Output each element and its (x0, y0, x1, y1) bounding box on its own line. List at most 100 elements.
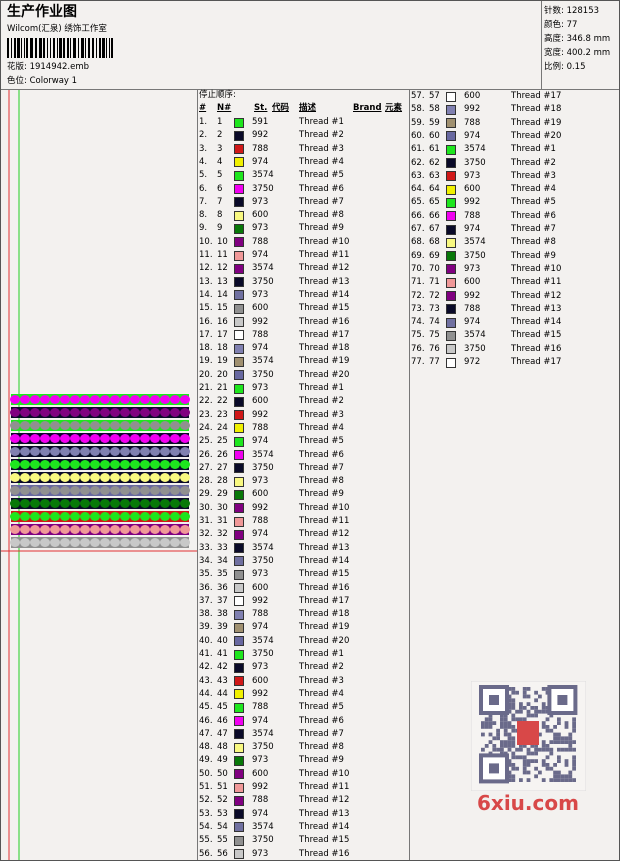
thread-code: 992 (252, 409, 269, 420)
thread-name: Thread #8 (299, 476, 344, 487)
shape (50, 499, 60, 508)
needle-number: 74 (429, 317, 440, 328)
shape (150, 434, 160, 443)
shape (130, 525, 140, 534)
shape (30, 460, 40, 469)
thread-code: 788 (252, 236, 269, 247)
shape (160, 447, 170, 456)
title: 生产作业图 (7, 4, 77, 20)
shape (67, 38, 69, 58)
row-index: 8. (199, 210, 208, 221)
thread-code: 788 (252, 516, 269, 526)
row-index: 50. (199, 768, 213, 779)
needle-number: 56 (217, 848, 228, 859)
shape (180, 512, 190, 521)
color-swatch (234, 383, 244, 394)
shape (40, 512, 50, 521)
shape (526, 694, 531, 699)
shape (150, 499, 160, 508)
row-index: 65. (411, 197, 425, 208)
needle-number: 39 (217, 622, 228, 633)
shape (80, 460, 90, 469)
color-swatch (234, 237, 244, 248)
thread-code: 973 (464, 170, 481, 181)
shape (507, 770, 512, 775)
shape (40, 421, 50, 430)
color-swatch (446, 211, 456, 222)
thread-code: 974 (252, 343, 269, 354)
shape (557, 755, 561, 760)
shape (120, 395, 130, 404)
shape (160, 460, 170, 469)
shape (140, 525, 150, 534)
color-swatch (446, 304, 456, 315)
row-index: 28. (199, 476, 213, 487)
shape (503, 721, 508, 725)
thread-code: 974 (252, 436, 269, 447)
shape (519, 717, 523, 722)
color-swatch (234, 782, 244, 793)
color-swatch (234, 795, 244, 806)
shape (20, 447, 30, 456)
shape (60, 525, 70, 534)
thread-code: 3574 (464, 330, 486, 341)
shape (500, 744, 504, 748)
shape (20, 538, 30, 547)
shape (180, 486, 190, 495)
row-index: 15. (199, 303, 213, 314)
shape (507, 709, 512, 714)
color-swatch (446, 344, 456, 355)
needle-number: 10 (217, 236, 228, 247)
shape (507, 702, 512, 706)
shape (564, 759, 569, 763)
thread-code: 973 (252, 569, 269, 580)
color-swatch (234, 170, 244, 181)
shape (60, 499, 70, 508)
needle-number: 42 (217, 662, 228, 673)
color-swatch (234, 450, 244, 460)
shape (110, 460, 120, 469)
shape (88, 38, 90, 58)
shape (20, 525, 30, 534)
shape (180, 525, 190, 534)
thread-code: 788 (252, 702, 269, 713)
thread-code: 3750 (464, 250, 486, 261)
shape (40, 525, 50, 534)
thread-code: 972 (464, 357, 481, 367)
shape (492, 744, 497, 748)
shape (534, 759, 538, 763)
shape (526, 747, 531, 752)
shape (110, 486, 120, 495)
shape (560, 740, 565, 744)
thread-code: 3750 (252, 276, 274, 287)
shape (140, 538, 150, 547)
shape (522, 706, 527, 710)
shape (130, 460, 140, 469)
shape (96, 38, 97, 58)
shape (545, 747, 550, 752)
row-index: 48. (199, 742, 213, 753)
shape (534, 709, 538, 714)
needle-number: 29 (217, 489, 228, 500)
shape (530, 751, 535, 756)
column-header: N# (217, 103, 232, 113)
shape (568, 744, 573, 748)
row-index: 16. (199, 316, 213, 327)
row-index: 4. (199, 156, 208, 167)
thread-name: Thread #14 (299, 289, 350, 300)
thread-code: 973 (252, 196, 269, 207)
needle-number: 77 (429, 357, 440, 367)
color-swatch (446, 330, 456, 341)
shape (488, 713, 493, 718)
shape (150, 512, 160, 521)
color-swatch (234, 370, 244, 381)
shape (492, 736, 497, 741)
shape (488, 725, 493, 729)
shape (180, 408, 190, 417)
row-index: 44. (199, 688, 213, 699)
shape (170, 512, 180, 521)
shape (30, 512, 40, 521)
needle-number: 35 (217, 569, 228, 580)
shape (60, 395, 70, 404)
row-index: 62. (411, 157, 425, 168)
